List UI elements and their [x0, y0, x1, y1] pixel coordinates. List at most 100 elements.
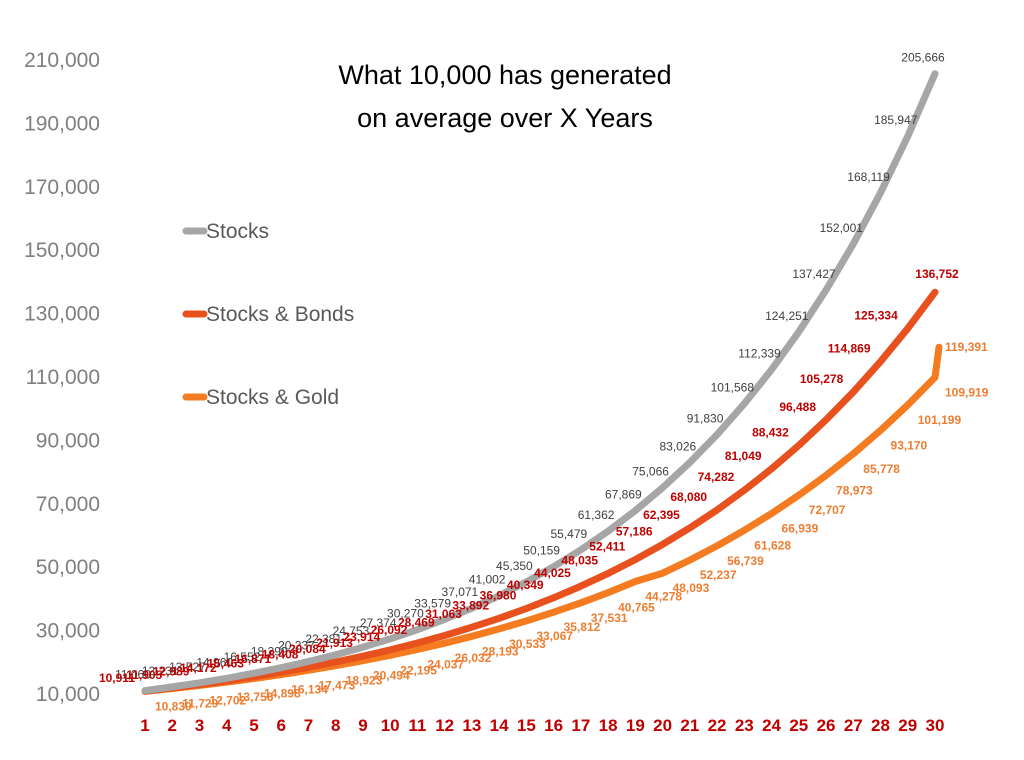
x-tick-label: 4	[222, 716, 232, 735]
data-label-stocks-bonds: 15,463	[207, 657, 244, 671]
x-tick-label: 11	[408, 716, 426, 735]
legend-label: Stocks	[206, 220, 269, 243]
y-tick-label: 210,000	[24, 49, 100, 72]
legend-item-stocks-bonds: Stocks & Bonds	[182, 303, 354, 326]
data-label-stocks: 101,568	[711, 381, 755, 395]
x-tick-label: 21	[680, 716, 699, 735]
data-label-stocks-bonds: 125,334	[854, 308, 898, 322]
plot-lines	[141, 70, 943, 695]
data-label-stocks: 61,362	[578, 508, 615, 522]
data-label-stocks-gold: 109,919	[945, 385, 989, 399]
data-label-stocks-gold: 33,067	[536, 629, 573, 643]
data-label-stocks-gold: 56,739	[727, 554, 764, 568]
data-label-stocks-gold-end: 119,391	[945, 340, 988, 354]
x-tick-label: 30	[926, 716, 945, 735]
y-tick-label: 70,000	[36, 493, 100, 516]
data-label-stocks: 18,299	[251, 645, 288, 659]
data-label-stocks-bonds: 105,278	[800, 372, 844, 386]
x-tick-label: 10	[381, 716, 400, 735]
y-tick-label: 30,000	[36, 620, 100, 643]
legend: Stocks Stocks & Bonds Stocks & Gold	[182, 220, 354, 409]
chart-title-line-1: What 10,000 has generated	[338, 60, 671, 90]
data-label-stocks: 205,666	[901, 51, 945, 65]
data-label-stocks-bonds: 11,905	[126, 668, 162, 682]
data-label-stocks-gold: 24,037	[427, 658, 464, 672]
data-label-stocks-gold: 17,473	[318, 678, 355, 692]
x-tick-label: 16	[544, 716, 563, 735]
y-tick-label: 130,000	[24, 303, 100, 326]
data-label-stocks-gold: 22,195	[400, 663, 437, 677]
x-tick-label: 8	[331, 716, 340, 735]
y-tick-label: 190,000	[24, 112, 100, 135]
data-label-stocks-gold: 48,093	[673, 581, 710, 595]
x-tick-label: 27	[844, 716, 863, 735]
x-tick-label: 24	[762, 716, 781, 735]
x-tick-label: 17	[571, 716, 590, 735]
data-label-stocks-bonds: 21,913	[316, 636, 353, 650]
data-label-stocks: 41,002	[469, 573, 506, 587]
data-label-stocks: 137,427	[792, 267, 836, 281]
data-label-stocks-gold: 93,170	[891, 438, 928, 452]
data-label-stocks: 24,753	[333, 624, 370, 638]
data-label-stocks-gold: 28,193	[482, 644, 519, 658]
data-label-stocks-gold: 72,707	[809, 503, 846, 517]
data-label-stocks-gold: 18,923	[346, 674, 383, 688]
series-line-stocks	[141, 70, 939, 695]
data-label-stocks: 168,119	[847, 170, 890, 184]
y-tick-label: 10,000	[36, 683, 100, 706]
data-label-stocks-bonds: 44,025	[534, 566, 571, 580]
data-label-stocks: 14,960	[196, 655, 233, 669]
x-tick-label: 9	[358, 716, 367, 735]
data-label-stocks-bonds: 81,049	[725, 449, 762, 463]
data-label-stocks: 20,237	[278, 639, 315, 653]
data-label-stocks: 30,270	[387, 607, 424, 621]
legend-label: Stocks & Gold	[206, 386, 339, 409]
data-label-stocks-gold: 16,134	[291, 683, 328, 697]
data-label-stocks-bonds: 18,408	[262, 647, 299, 661]
data-label-stocks-gold: 85,778	[863, 462, 900, 476]
data-label-stocks-bonds: 26,092	[371, 623, 408, 637]
data-label-stocks-gold: 37,531	[591, 611, 628, 625]
data-label-stocks: 50,159	[523, 544, 560, 558]
data-label-stocks-bonds: 74,282	[698, 470, 735, 484]
y-tick-label: 170,000	[24, 176, 100, 199]
data-label-stocks: 12,231	[142, 664, 179, 678]
data-label-stocks-gold: 52,237	[700, 568, 737, 582]
data-label-stocks-bonds: 14,172	[180, 661, 217, 675]
x-tick-label: 6	[276, 716, 285, 735]
x-tick-label: 13	[462, 716, 481, 735]
data-label-stocks-gold: 61,628	[754, 538, 791, 552]
data-label-stocks: 37,071	[442, 585, 479, 599]
data-label-stocks-bonds: 36,980	[480, 588, 517, 602]
x-tick-label: 2	[168, 716, 177, 735]
data-label-stocks: 13,527	[169, 660, 206, 674]
data-label-stocks-bonds: 62,395	[643, 508, 680, 522]
data-label-stocks-gold: 40,765	[618, 601, 655, 615]
data-label-stocks: 11,060	[115, 668, 151, 682]
data-label-stocks-bonds: 12,989	[153, 665, 190, 679]
data-label-stocks: 55,479	[551, 527, 588, 541]
data-label-stocks: 152,001	[820, 221, 864, 235]
data-label-stocks: 16,552	[224, 650, 261, 664]
x-tick-label: 15	[517, 716, 536, 735]
x-tick-label: 14	[490, 716, 509, 735]
data-label-stocks: 124,251	[765, 309, 809, 323]
legend-item-stocks-gold: Stocks & Gold	[182, 386, 339, 409]
y-tick-label: 50,000	[36, 556, 100, 579]
data-label-stocks-gold: 66,939	[782, 522, 819, 536]
data-label-stocks-gold: 26,032	[455, 651, 492, 665]
x-tick-label: 25	[789, 716, 808, 735]
x-tick-label: 3	[195, 716, 204, 735]
data-label-stocks-gold: 44,278	[645, 589, 682, 603]
y-tick-label: 110,000	[26, 366, 100, 389]
y-axis: 10,000 30,000 50,000 70,000 90,000 110,000 130…	[24, 49, 100, 706]
data-label-stocks-gold: 35,812	[564, 620, 601, 634]
data-label-stocks-bonds: 136,752	[915, 267, 959, 281]
data-label-stocks-bonds: 10,911	[99, 671, 135, 685]
data-label-stocks-bonds: 88,432	[752, 425, 789, 439]
data-label-stocks-gold: 101,199	[918, 413, 962, 427]
data-label-stocks-gold: 13,756	[237, 690, 274, 704]
legend-label: Stocks & Bonds	[206, 303, 354, 326]
data-label-stocks-bonds: 20,084	[289, 642, 326, 656]
